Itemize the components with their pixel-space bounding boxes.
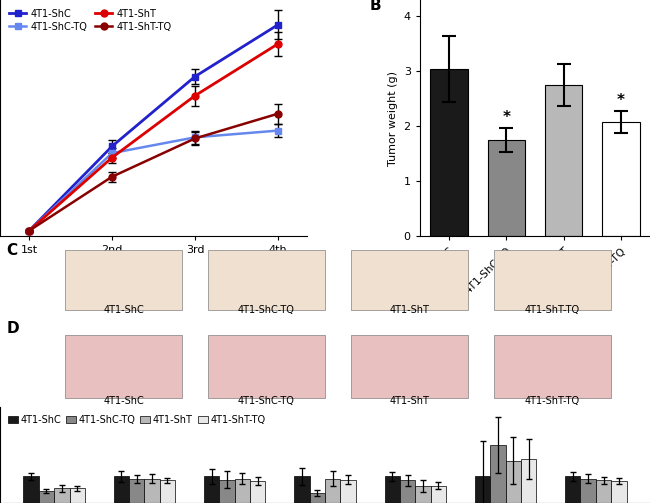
Bar bbox=[475, 476, 490, 503]
Bar bbox=[490, 445, 506, 503]
Text: B: B bbox=[369, 0, 381, 13]
FancyBboxPatch shape bbox=[65, 250, 182, 310]
Text: 4T1-ShT: 4T1-ShT bbox=[389, 396, 430, 405]
Bar bbox=[545, 85, 582, 236]
Text: 4T1-ShC-TQ: 4T1-ShC-TQ bbox=[238, 396, 295, 405]
Bar bbox=[385, 476, 400, 503]
Text: 4T1-ShC: 4T1-ShC bbox=[103, 396, 144, 405]
Bar bbox=[235, 478, 250, 503]
Text: 4T1-ShC: 4T1-ShC bbox=[103, 305, 144, 315]
Bar bbox=[611, 481, 627, 503]
X-axis label: Week: Week bbox=[136, 261, 171, 274]
FancyBboxPatch shape bbox=[494, 250, 611, 310]
Bar bbox=[39, 491, 54, 503]
Bar bbox=[144, 478, 160, 503]
Legend: 4T1-ShC, 4T1-ShC-TQ, 4T1-ShT, 4T1-ShT-TQ: 4T1-ShC, 4T1-ShC-TQ, 4T1-ShT, 4T1-ShT-TQ bbox=[5, 5, 176, 36]
Y-axis label: Tumor weight (g): Tumor weight (g) bbox=[388, 71, 398, 165]
Bar bbox=[325, 478, 341, 503]
FancyBboxPatch shape bbox=[351, 335, 468, 398]
FancyBboxPatch shape bbox=[208, 250, 325, 310]
Bar bbox=[204, 476, 220, 503]
Text: 4T1-ShT: 4T1-ShT bbox=[389, 305, 430, 315]
Bar bbox=[430, 69, 467, 236]
Bar bbox=[294, 476, 309, 503]
Bar bbox=[400, 480, 415, 503]
Bar bbox=[565, 476, 580, 503]
Bar bbox=[603, 122, 640, 236]
Bar bbox=[129, 479, 144, 503]
Text: 4T1-ShT-TQ: 4T1-ShT-TQ bbox=[525, 305, 580, 315]
Bar bbox=[341, 480, 356, 503]
Bar bbox=[23, 476, 39, 503]
Bar bbox=[54, 488, 70, 503]
Text: C: C bbox=[6, 243, 18, 258]
Bar bbox=[488, 140, 525, 236]
Bar bbox=[415, 486, 431, 503]
Text: *: * bbox=[502, 110, 510, 125]
Bar bbox=[160, 480, 175, 503]
FancyBboxPatch shape bbox=[208, 335, 325, 398]
Bar bbox=[596, 480, 611, 503]
Bar bbox=[521, 459, 536, 503]
Bar bbox=[580, 478, 596, 503]
Bar bbox=[431, 486, 446, 503]
Text: *: * bbox=[617, 94, 625, 108]
FancyBboxPatch shape bbox=[494, 335, 611, 398]
Bar bbox=[70, 488, 85, 503]
Text: D: D bbox=[6, 321, 19, 337]
Bar bbox=[309, 493, 325, 503]
Bar bbox=[506, 461, 521, 503]
Bar bbox=[250, 481, 265, 503]
Bar bbox=[220, 480, 235, 503]
Bar bbox=[114, 476, 129, 503]
Text: 4T1-ShC-TQ: 4T1-ShC-TQ bbox=[238, 305, 295, 315]
FancyBboxPatch shape bbox=[65, 335, 182, 398]
Text: 4T1-ShT-TQ: 4T1-ShT-TQ bbox=[525, 396, 580, 405]
FancyBboxPatch shape bbox=[351, 250, 468, 310]
Legend: 4T1-ShC, 4T1-ShC-TQ, 4T1-ShT, 4T1-ShT-TQ: 4T1-ShC, 4T1-ShC-TQ, 4T1-ShT, 4T1-ShT-TQ bbox=[5, 412, 268, 428]
